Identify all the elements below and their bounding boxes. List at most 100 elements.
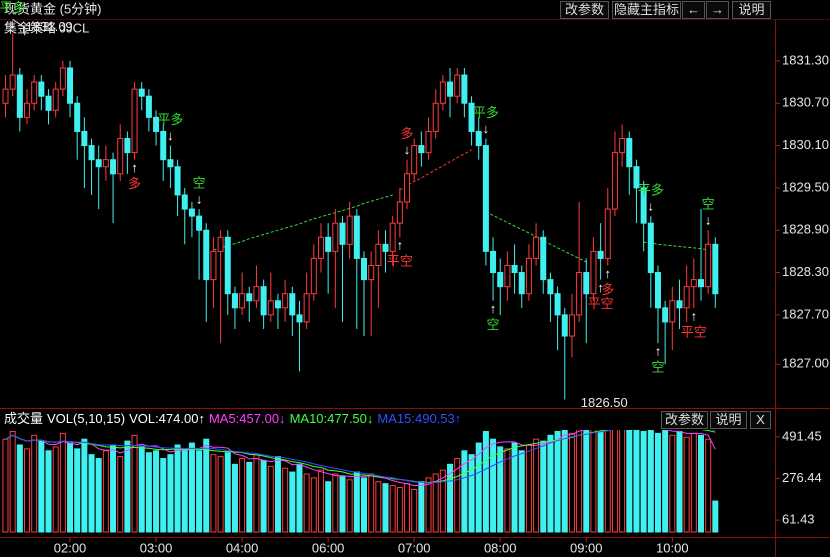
signal-arrow: ↓ (705, 213, 712, 228)
volume-bar (339, 475, 346, 533)
signal-label: 多 (128, 176, 141, 191)
y-tick-label: 276.44 (782, 470, 822, 485)
candle-body (45, 95, 52, 111)
button[interactable]: → (706, 1, 729, 19)
button-frame (710, 411, 747, 429)
volume-bar (95, 458, 102, 533)
candle-body (389, 222, 396, 252)
candle-body (224, 236, 231, 295)
volume-bar (260, 459, 267, 533)
volume-bar (210, 454, 217, 533)
volume-bar (633, 425, 640, 533)
signal-label: 多 (401, 126, 414, 141)
volume-bar (59, 432, 66, 533)
y-tick-label: 1828.30 (782, 264, 829, 279)
signal-arrow: ↑ (655, 344, 662, 359)
volume-bar (167, 454, 174, 533)
volume-bar (497, 446, 504, 533)
candle-body (640, 187, 647, 224)
x-tick-label: 09:00 (570, 540, 603, 555)
signal-arrow: ↓ (648, 199, 655, 214)
volume-bar (102, 450, 109, 533)
volume-bar (124, 440, 131, 533)
candle-body (239, 293, 246, 309)
volume-bar (131, 434, 138, 533)
volume-bar (626, 429, 633, 533)
legend-item: MA15:490.53↑ (377, 411, 461, 426)
button-label: ← (687, 2, 700, 17)
button-frame (750, 411, 771, 429)
signal-label: 平空 (387, 254, 413, 269)
button[interactable]: 改参数 (661, 411, 708, 429)
strategy-line (399, 149, 472, 191)
volume-bar (619, 423, 626, 533)
volume-bar (676, 430, 683, 533)
candle-body (52, 88, 59, 111)
volume-bar (504, 448, 511, 533)
volume-bar (576, 425, 583, 533)
candle-body (117, 138, 124, 175)
candle-body (418, 145, 425, 154)
volume-bar (705, 438, 712, 533)
button[interactable]: 说明 (710, 411, 747, 429)
x-tick-label: 10:00 (656, 540, 689, 555)
button-frame (682, 1, 705, 19)
volume-bar (296, 463, 303, 533)
candle-body (504, 264, 511, 288)
button[interactable]: X (750, 411, 771, 429)
candle-body (24, 102, 31, 118)
x-tick-label: 08:00 (484, 540, 517, 555)
volume-bar (590, 423, 597, 533)
volume-bar (188, 442, 195, 533)
signal-arrow: ↓ (9, 16, 16, 31)
candle-body (339, 222, 346, 245)
candle-body (203, 229, 210, 281)
button[interactable]: 隐藏主指标 (612, 1, 681, 19)
button[interactable]: 改参数 (560, 1, 609, 19)
candle-body (633, 166, 640, 189)
candle-body (88, 145, 95, 161)
volume-bar (447, 463, 454, 533)
candle-body (210, 250, 217, 281)
volume-bar (346, 479, 353, 533)
candle-body (181, 194, 188, 210)
candle-body (174, 166, 181, 196)
volume-bar (181, 448, 188, 533)
volume-bar (611, 421, 618, 533)
button[interactable]: 说明 (732, 1, 771, 19)
volume-bar (289, 471, 296, 533)
volume-bar (117, 456, 124, 533)
y-tick-label: 1828.90 (782, 222, 829, 237)
signal-label: 平多 (473, 105, 499, 120)
button-label: 说明 (715, 412, 741, 427)
signal-label: 平多 (638, 183, 664, 198)
candle-body (705, 243, 712, 288)
volume-bar (669, 434, 676, 533)
volume-bar (110, 444, 117, 533)
volume-bar (153, 450, 160, 533)
y-tick-label: 1830.70 (782, 95, 829, 110)
volume-bar (404, 483, 411, 533)
candle-body (246, 293, 253, 302)
volume-bar (231, 463, 238, 533)
volume-bar (45, 450, 52, 533)
volume-bar (604, 427, 611, 533)
volume-bar (138, 446, 145, 533)
candle-body (231, 293, 238, 309)
volume-bar (425, 477, 432, 533)
volume-bar (468, 454, 475, 533)
signal-label: 空 (487, 317, 500, 332)
volume-bar (368, 473, 375, 533)
y-tick-label: 1827.00 (782, 356, 829, 371)
candle-body (260, 286, 267, 316)
volume-bar (583, 429, 590, 533)
signal-label: 多 (601, 282, 614, 297)
x-tick-label: 02:00 (54, 540, 87, 555)
candle-body (554, 293, 561, 316)
volume-bar (81, 438, 88, 533)
volume-bar (461, 450, 468, 533)
candle-body (525, 257, 532, 295)
candle-body (647, 222, 654, 274)
candle-body (619, 138, 626, 154)
button[interactable]: ← (682, 1, 705, 19)
